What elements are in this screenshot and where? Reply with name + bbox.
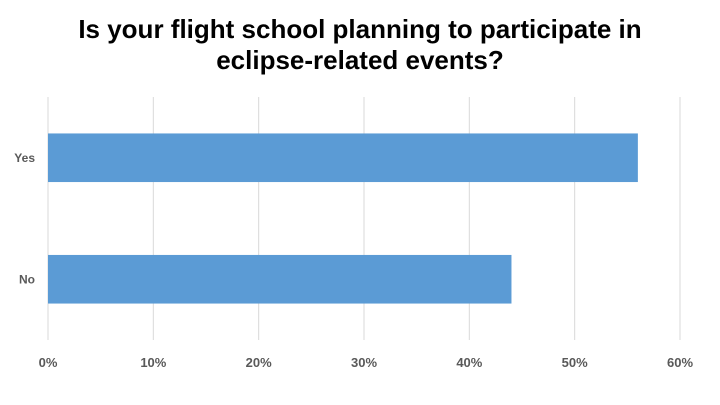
x-tick-label: 50% [562, 355, 588, 370]
x-tick-label: 10% [140, 355, 166, 370]
bar-no [48, 254, 512, 304]
category-label: No [19, 272, 35, 286]
x-tick-labels: 0% 10% 20% 30% 40% 50% 60% [39, 355, 694, 370]
x-tick-label: 30% [351, 355, 377, 370]
bar-yes [48, 133, 638, 183]
x-tick-label: 40% [456, 355, 482, 370]
x-tick-label: 0% [39, 355, 58, 370]
category-label: Yes [14, 151, 35, 165]
x-tick-label: 20% [246, 355, 272, 370]
chart-title: Is your flight school planning to partic… [78, 14, 642, 75]
x-tick-label: 60% [667, 355, 693, 370]
bars [48, 133, 638, 304]
category-labels: Yes No [14, 151, 35, 287]
